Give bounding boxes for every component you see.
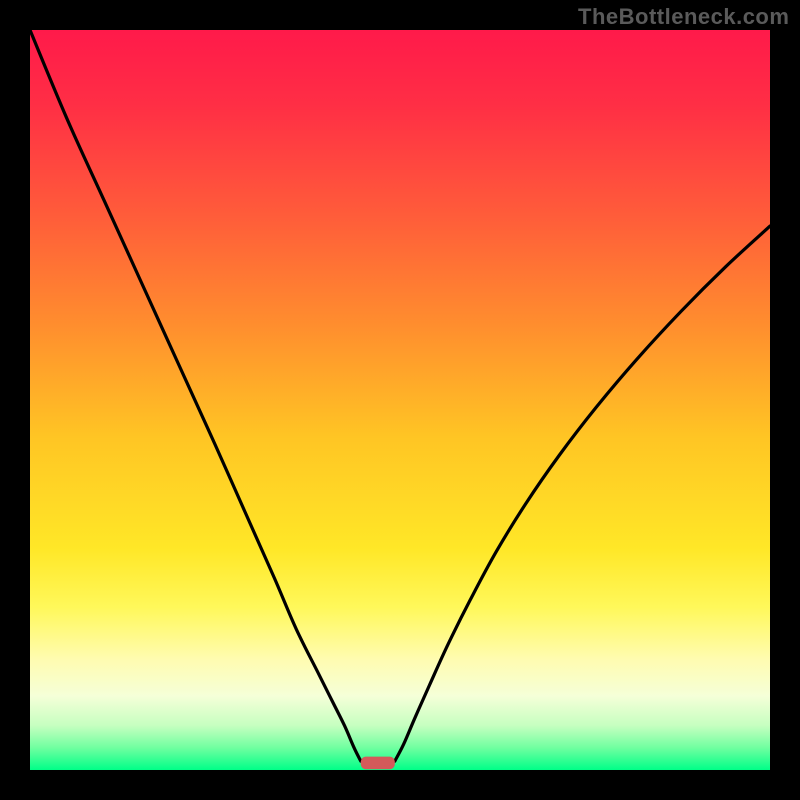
- bottleneck-chart: [0, 0, 800, 800]
- watermark-text: TheBottleneck.com: [578, 4, 789, 30]
- plot-background: [30, 30, 770, 770]
- trough-marker: [361, 757, 395, 770]
